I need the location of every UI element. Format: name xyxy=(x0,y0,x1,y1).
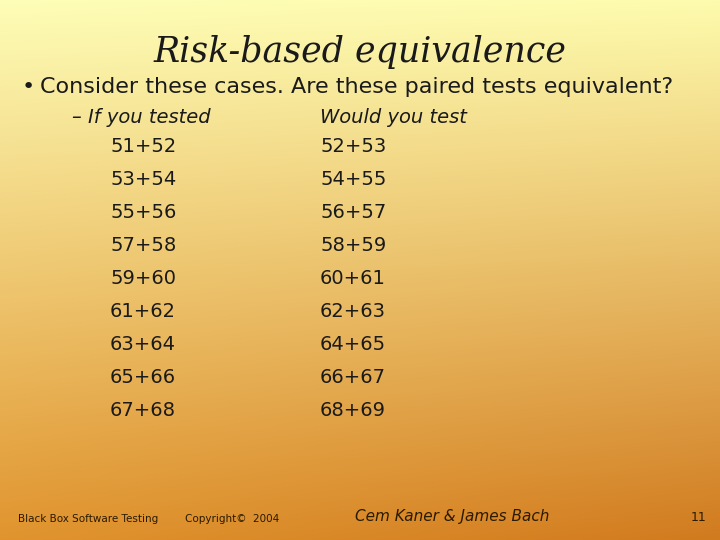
Text: 59+60: 59+60 xyxy=(110,269,176,288)
Text: 64+65: 64+65 xyxy=(320,335,386,354)
Text: Risk-based equivalence: Risk-based equivalence xyxy=(153,35,567,69)
Text: •: • xyxy=(22,77,35,97)
Text: 61+62: 61+62 xyxy=(110,302,176,321)
Text: 55+56: 55+56 xyxy=(110,203,176,222)
Text: – If you tested: – If you tested xyxy=(72,108,211,127)
Text: 65+66: 65+66 xyxy=(110,368,176,387)
Text: 54+55: 54+55 xyxy=(320,170,387,189)
Text: 53+54: 53+54 xyxy=(110,170,176,189)
Text: Cem Kaner & James Bach: Cem Kaner & James Bach xyxy=(355,509,549,524)
Text: 51+52: 51+52 xyxy=(110,137,176,156)
Text: 67+68: 67+68 xyxy=(110,401,176,420)
Text: 68+69: 68+69 xyxy=(320,401,386,420)
Text: 58+59: 58+59 xyxy=(320,236,386,255)
Text: 66+67: 66+67 xyxy=(320,368,386,387)
Text: Black Box Software Testing: Black Box Software Testing xyxy=(18,514,158,524)
Text: 62+63: 62+63 xyxy=(320,302,386,321)
Text: Consider these cases. Are these paired tests equivalent?: Consider these cases. Are these paired t… xyxy=(40,77,673,97)
Text: 56+57: 56+57 xyxy=(320,203,386,222)
Text: 57+58: 57+58 xyxy=(110,236,176,255)
Text: 63+64: 63+64 xyxy=(110,335,176,354)
Text: 52+53: 52+53 xyxy=(320,137,386,156)
Text: 11: 11 xyxy=(690,511,706,524)
Text: Would you test: Would you test xyxy=(320,108,467,127)
Text: 60+61: 60+61 xyxy=(320,269,386,288)
Text: Copyright©  2004: Copyright© 2004 xyxy=(185,514,279,524)
